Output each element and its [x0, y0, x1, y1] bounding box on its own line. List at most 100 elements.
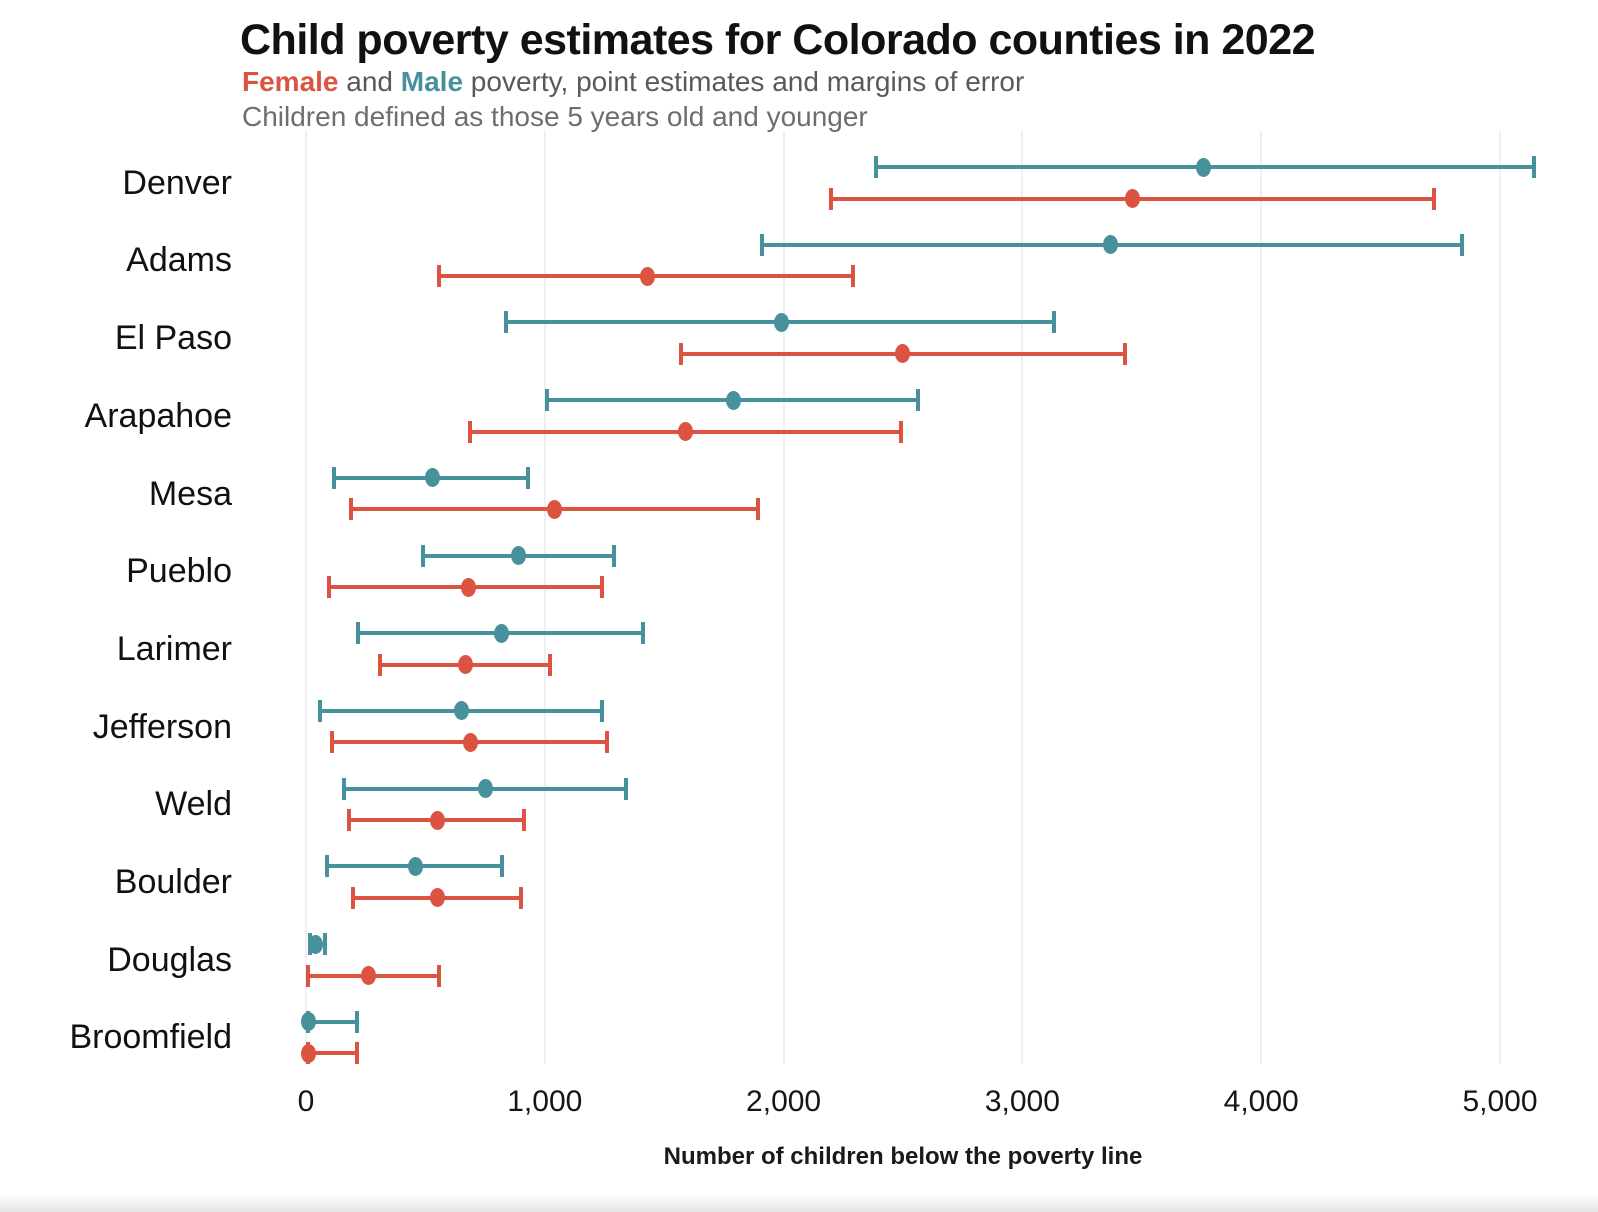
error-bar-cap-right [354, 1010, 359, 1033]
error-bar-cap-left [828, 187, 833, 210]
error-bar-cap-right [323, 933, 328, 955]
error-bar-cap-right [624, 777, 629, 800]
error-bar-cap-left [420, 544, 425, 567]
error-bar-cap-left [327, 576, 332, 598]
county-label: Denver [122, 163, 232, 202]
error-bar-female [306, 964, 441, 987]
point-estimate-dot-female [546, 499, 562, 519]
error-bar-male [308, 933, 328, 955]
error-bar-cap-right [1460, 233, 1465, 256]
error-bar-male [544, 389, 920, 412]
error-bar-cap-right [755, 498, 760, 521]
point-estimate-dot-male [494, 623, 510, 643]
error-bar-cap-left [678, 342, 683, 365]
error-bar-female [346, 809, 526, 832]
county-label: Adams [126, 241, 232, 280]
gridline [1260, 131, 1263, 1064]
error-bar-cap-right [600, 576, 605, 598]
error-bar-cap-right [354, 1042, 359, 1065]
error-bar-cap-left [437, 265, 442, 288]
x-tick-label: 1,000 [507, 1085, 583, 1118]
error-bar-male [325, 855, 505, 878]
county-label: Douglas [107, 940, 232, 979]
point-estimate-dot-male [408, 856, 424, 876]
error-bar-cap-left [351, 886, 356, 909]
error-bar-cap-left [346, 809, 351, 832]
point-estimate-dot-female [460, 577, 476, 597]
error-bar-cap-right [851, 265, 856, 288]
error-bar-cap-left [504, 311, 509, 334]
error-bar-cap-left [874, 156, 879, 178]
chart-subtitle: Female and Male poverty, point estimates… [242, 66, 1024, 98]
error-bar-cap-right [436, 964, 441, 987]
legend-male-label: Male [400, 66, 464, 97]
county-label: Larimer [116, 629, 232, 668]
error-bar-female [828, 187, 1436, 210]
error-bar-cap-left [468, 420, 473, 443]
error-bar-cap-left [348, 498, 353, 521]
point-estimate-dot-male [773, 312, 789, 332]
county-label: El Paso [114, 319, 232, 358]
legend-female-label: Female [242, 66, 339, 97]
error-bar-cap-right [915, 389, 920, 412]
point-estimate-dot-female [639, 266, 655, 286]
error-bar-female [348, 498, 760, 521]
error-bar-female [377, 653, 552, 676]
chart-caption: Children defined as those 5 years old an… [242, 101, 868, 132]
county-label: Pueblo [126, 552, 232, 591]
error-bar-cap-right [526, 466, 531, 489]
error-bar-male [504, 311, 1056, 334]
error-bar-female [437, 265, 856, 288]
county-label: Weld [155, 785, 232, 824]
error-bar-cap-right [1531, 156, 1536, 178]
x-tick-label: 4,000 [1223, 1085, 1299, 1118]
point-estimate-dot-female [463, 732, 479, 752]
subtitle-and-text: and [338, 66, 401, 97]
error-bar-male [759, 233, 1465, 256]
point-estimate-dot-male [308, 934, 324, 954]
error-bar-male [300, 1010, 359, 1033]
error-bar-cap-right [1123, 342, 1128, 365]
error-bar-male [874, 156, 1536, 178]
error-bar-male [356, 622, 646, 645]
county-label: Broomfield [69, 1018, 232, 1057]
error-bar-line [306, 1051, 359, 1056]
point-estimate-dot-female [895, 344, 911, 364]
error-bar-cap-left [317, 699, 322, 722]
error-bar-cap-right [641, 622, 646, 645]
error-bar-female [300, 1042, 359, 1065]
error-bar-cap-right [521, 809, 526, 832]
error-bar-male [341, 777, 629, 800]
error-bar-cap-left [759, 233, 764, 256]
county-label: Mesa [148, 474, 232, 513]
point-estimate-dot-female [429, 810, 445, 830]
window-bottom-edge [0, 1194, 1598, 1212]
x-tick-label: 3,000 [984, 1085, 1060, 1118]
chart-title: Child poverty estimates for Colorado cou… [240, 16, 1316, 64]
error-bar-cap-left [329, 731, 334, 754]
x-tick-label: 0 [297, 1085, 315, 1118]
error-bar-male [420, 544, 617, 567]
point-estimate-dot-male [1103, 235, 1119, 255]
error-bar-cap-left [306, 964, 310, 987]
county-label: Arapahoe [84, 396, 232, 435]
point-estimate-dot-male [477, 779, 493, 799]
gridline [782, 131, 785, 1064]
error-bar-cap-left [356, 622, 361, 645]
error-bar-cap-right [519, 886, 524, 909]
error-bar-female [678, 342, 1128, 365]
error-bar-cap-right [898, 420, 903, 443]
point-estimate-dot-female [300, 1043, 316, 1063]
point-estimate-dot-male [453, 701, 469, 721]
x-tick-label: 5,000 [1462, 1085, 1538, 1118]
error-bar-female [351, 886, 524, 909]
error-bar-cap-left [544, 389, 549, 412]
gridline [1021, 131, 1024, 1064]
error-bar-female [327, 576, 605, 598]
gridline [543, 131, 546, 1064]
point-estimate-dot-female [458, 655, 474, 675]
subtitle-rest-text: poverty, point estimates and margins of … [463, 66, 1025, 97]
county-label: Boulder [114, 863, 232, 902]
point-estimate-dot-male [300, 1012, 316, 1032]
